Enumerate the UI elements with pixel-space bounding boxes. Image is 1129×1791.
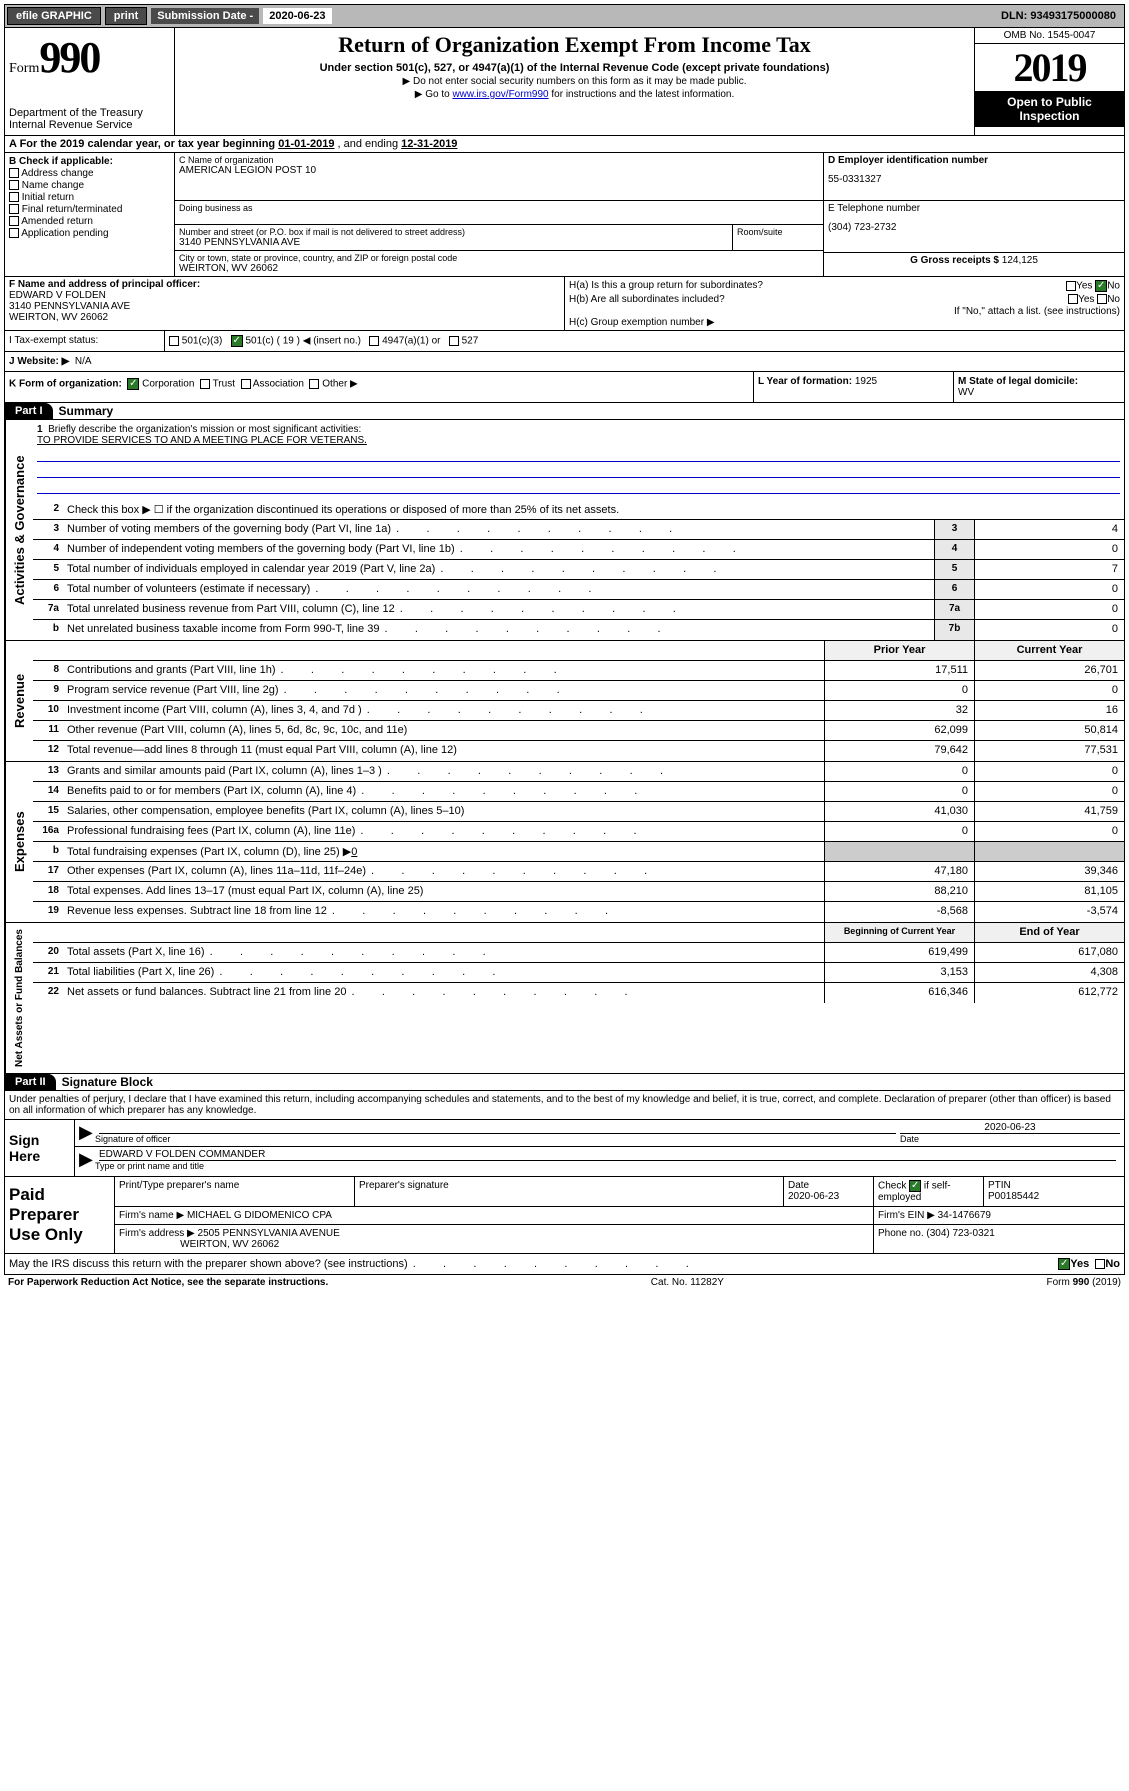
chk-name[interactable] xyxy=(9,180,19,190)
discuss-row: May the IRS discuss this return with the… xyxy=(4,1254,1125,1275)
firm-name: MICHAEL G DIDOMENICO CPA xyxy=(187,1210,332,1221)
box-i-options: 501(c)(3) ✓ 501(c) ( 19 ) ◀ (insert no.)… xyxy=(165,331,1124,351)
chk-address[interactable] xyxy=(9,168,19,178)
print-button[interactable]: print xyxy=(105,7,147,25)
phone-value: (304) 723-2732 xyxy=(828,222,1120,233)
box-h: H(a) Is this a group return for subordin… xyxy=(565,277,1124,330)
perjury-text: Under penalties of perjury, I declare th… xyxy=(5,1091,1124,1120)
submission-date: 2020-06-23 xyxy=(263,8,331,24)
dept-treasury: Department of the Treasury xyxy=(9,107,170,119)
chk-final[interactable] xyxy=(9,204,19,214)
part-ii-header: Part II xyxy=(5,1074,56,1090)
paid-preparer-label: Paid Preparer Use Only xyxy=(5,1177,115,1253)
box-c: C Name of organization AMERICAN LEGION P… xyxy=(175,153,824,276)
officer-name: EDWARD V FOLDEN COMMANDER xyxy=(99,1149,1116,1161)
open-inspection: Open to Public Inspection xyxy=(975,91,1124,127)
side-revenue: Revenue xyxy=(5,641,33,761)
side-expenses: Expenses xyxy=(5,762,33,922)
box-g: G Gross receipts $ 124,125 xyxy=(824,253,1124,268)
tax-year: 2019 xyxy=(975,44,1124,91)
irs-label: Internal Revenue Service xyxy=(9,119,170,131)
sign-date: 2020-06-23 xyxy=(900,1122,1120,1134)
ein-value: 55-0331327 xyxy=(828,174,1120,185)
chk-amended[interactable] xyxy=(9,216,19,226)
box-f: F Name and address of principal officer:… xyxy=(5,277,565,330)
form-header: Form990 Department of the Treasury Inter… xyxy=(4,28,1125,136)
omb-number: OMB No. 1545-0047 xyxy=(975,28,1124,44)
box-j: J Website: ▶ N/A xyxy=(4,352,1125,372)
org-name: AMERICAN LEGION POST 10 xyxy=(179,165,819,176)
box-l: L Year of formation: 1925 xyxy=(754,372,954,402)
ptin-value: P00185442 xyxy=(988,1191,1039,1202)
box-e: E Telephone number (304) 723-2732 xyxy=(824,201,1124,253)
side-governance: Activities & Governance xyxy=(5,420,33,640)
irs-link[interactable]: www.irs.gov/Form990 xyxy=(452,89,548,100)
chk-application[interactable] xyxy=(9,228,19,238)
sign-here-label: Sign Here xyxy=(5,1120,75,1176)
box-d: D Employer identification number 55-0331… xyxy=(824,153,1124,201)
footer: For Paperwork Reduction Act Notice, see … xyxy=(4,1275,1125,1290)
side-netassets: Net Assets or Fund Balances xyxy=(5,923,33,1073)
period-row: A For the 2019 calendar year, or tax yea… xyxy=(4,136,1125,153)
box-i-label: I Tax-exempt status: xyxy=(5,331,165,351)
submission-label: Submission Date - xyxy=(151,8,259,24)
form-title: Return of Organization Exempt From Incom… xyxy=(179,32,970,58)
form-subtitle: Under section 501(c), 527, or 4947(a)(1)… xyxy=(179,62,970,74)
part-i-title: Summary xyxy=(53,404,114,418)
part-i-header: Part I xyxy=(5,403,53,419)
note-ssn: ▶ Do not enter social security numbers o… xyxy=(179,76,970,87)
box-m: M State of legal domicile:WV xyxy=(954,372,1124,402)
mission-text: TO PROVIDE SERVICES TO AND A MEETING PLA… xyxy=(37,435,1120,446)
box-k: K Form of organization: ✓ Corporation Tr… xyxy=(5,372,754,402)
efile-button[interactable]: efile GRAPHIC xyxy=(7,7,101,25)
box-b: B Check if applicable: Address change Na… xyxy=(5,153,175,276)
form-number: Form990 xyxy=(9,32,170,83)
dln-number: DLN: 93493175000080 xyxy=(1001,10,1122,22)
note-link: ▶ Go to www.irs.gov/Form990 for instruct… xyxy=(179,89,970,100)
chk-initial[interactable] xyxy=(9,192,19,202)
org-address: 3140 PENNSYLVANIA AVE xyxy=(179,237,728,248)
top-toolbar: efile GRAPHIC print Submission Date - 20… xyxy=(4,4,1125,28)
part-ii-title: Signature Block xyxy=(56,1075,153,1089)
org-city: WEIRTON, WV 26062 xyxy=(179,263,819,274)
